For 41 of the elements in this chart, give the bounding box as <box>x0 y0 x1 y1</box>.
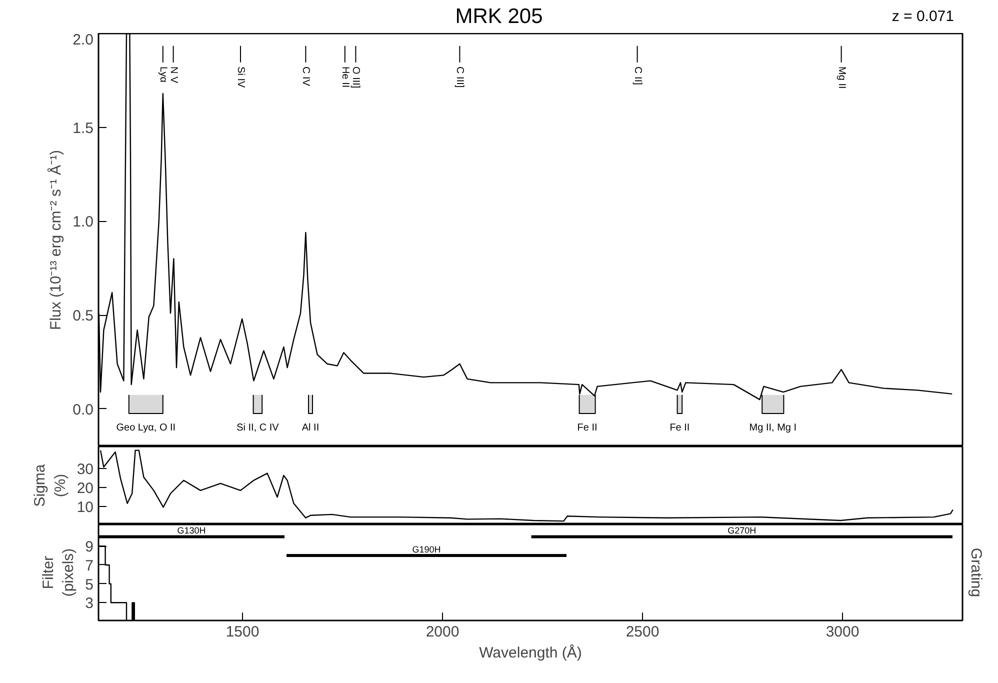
y-tick-label: 0.0 <box>72 401 94 418</box>
series-label: G270H <box>728 526 756 536</box>
ref-line-label: N V <box>168 66 179 84</box>
y-tick-label: 9 <box>85 538 94 556</box>
y-tick-label: 20 <box>76 480 94 497</box>
y-tick-label: 0.5 <box>72 308 94 325</box>
series-label: G190H <box>412 544 441 555</box>
ref-line-label: Lyα <box>157 66 168 83</box>
band-label: Fe II <box>670 422 690 434</box>
x-tick-label: 3000 <box>826 624 860 640</box>
y-tick-label: 10 <box>76 498 94 516</box>
x-axis-title: Wavelength (Å) <box>479 644 582 662</box>
y-axis-title: Sigma (%) <box>31 464 69 507</box>
y-tick-label: 2.0 <box>72 32 94 48</box>
y-axis-title: Filter (pixels) <box>40 548 78 597</box>
ref-line-label: C IV <box>300 66 312 86</box>
ref-line-label: C III] <box>454 66 466 88</box>
y-tick-label: 1.5 <box>72 120 94 137</box>
text: z = 0.071 <box>892 7 954 27</box>
x-tick-label: 2000 <box>426 624 460 640</box>
band-label: Al II <box>302 422 320 434</box>
chart-title: MRK 205 <box>455 5 543 28</box>
y-tick-label: 7 <box>85 557 94 574</box>
ref-line-label: C II] <box>632 66 643 86</box>
band-label: Si II, C IV <box>236 422 280 434</box>
series-label: G130H <box>177 526 206 536</box>
y2-axis-title: Grating <box>968 548 984 598</box>
ref-line-label: He II <box>339 66 350 88</box>
y-axis-title: Flux (10⁻¹³ erg cm⁻² s⁻¹ Å⁻¹) <box>46 150 65 330</box>
y-tick-label: 1.0 <box>72 214 94 231</box>
ref-line-label: Mg II <box>836 66 847 89</box>
band-label: Fe II <box>577 422 598 434</box>
x-tick-label: 2500 <box>626 624 660 640</box>
band-label: Mg II, Mg I <box>749 422 797 434</box>
y-tick-label: 3 <box>85 595 94 612</box>
x-tick-label: 1500 <box>226 624 260 640</box>
band-label: Geo Lyα, O II <box>116 422 176 434</box>
y-tick-label: 30 <box>76 460 94 478</box>
ref-line-label: O III] <box>350 66 362 88</box>
y-tick-label: 5 <box>85 576 94 594</box>
ref-line-label: Si IV <box>235 66 246 88</box>
